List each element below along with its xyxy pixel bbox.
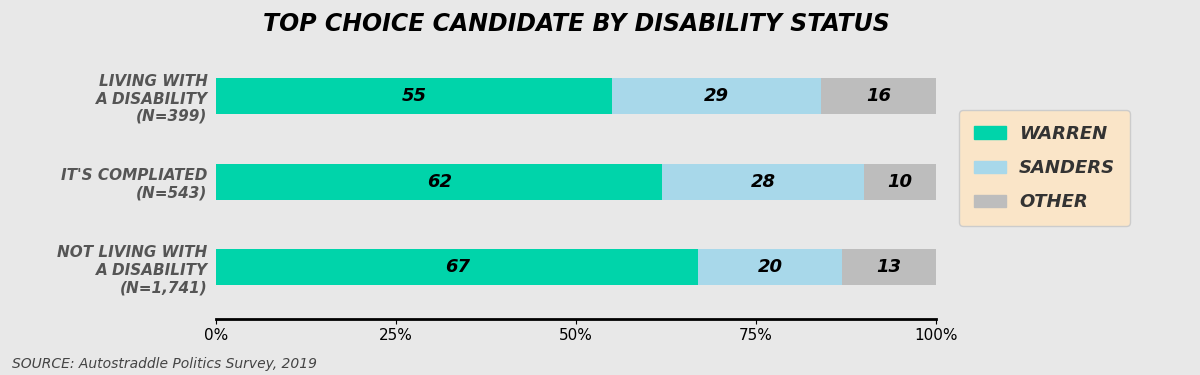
Bar xyxy=(612,78,821,114)
Bar xyxy=(864,164,936,200)
Text: 29: 29 xyxy=(704,87,728,105)
Bar xyxy=(821,78,936,114)
Text: 67: 67 xyxy=(445,258,469,276)
Bar xyxy=(216,78,612,114)
Text: 20: 20 xyxy=(758,258,782,276)
Bar xyxy=(662,164,864,200)
Title: TOP CHOICE CANDIDATE BY DISABILITY STATUS: TOP CHOICE CANDIDATE BY DISABILITY STATU… xyxy=(263,12,889,36)
Text: 16: 16 xyxy=(866,87,890,105)
Text: 62: 62 xyxy=(427,173,451,191)
Text: 13: 13 xyxy=(877,258,901,276)
Bar xyxy=(216,164,662,200)
Text: 28: 28 xyxy=(751,173,775,191)
Text: 10: 10 xyxy=(888,173,912,191)
Bar xyxy=(842,249,936,285)
Bar xyxy=(216,249,698,285)
Text: SOURCE: Autostraddle Politics Survey, 2019: SOURCE: Autostraddle Politics Survey, 20… xyxy=(12,357,317,371)
Text: 55: 55 xyxy=(402,87,426,105)
Legend: WARREN, SANDERS, OTHER: WARREN, SANDERS, OTHER xyxy=(960,111,1129,226)
Bar xyxy=(698,249,842,285)
